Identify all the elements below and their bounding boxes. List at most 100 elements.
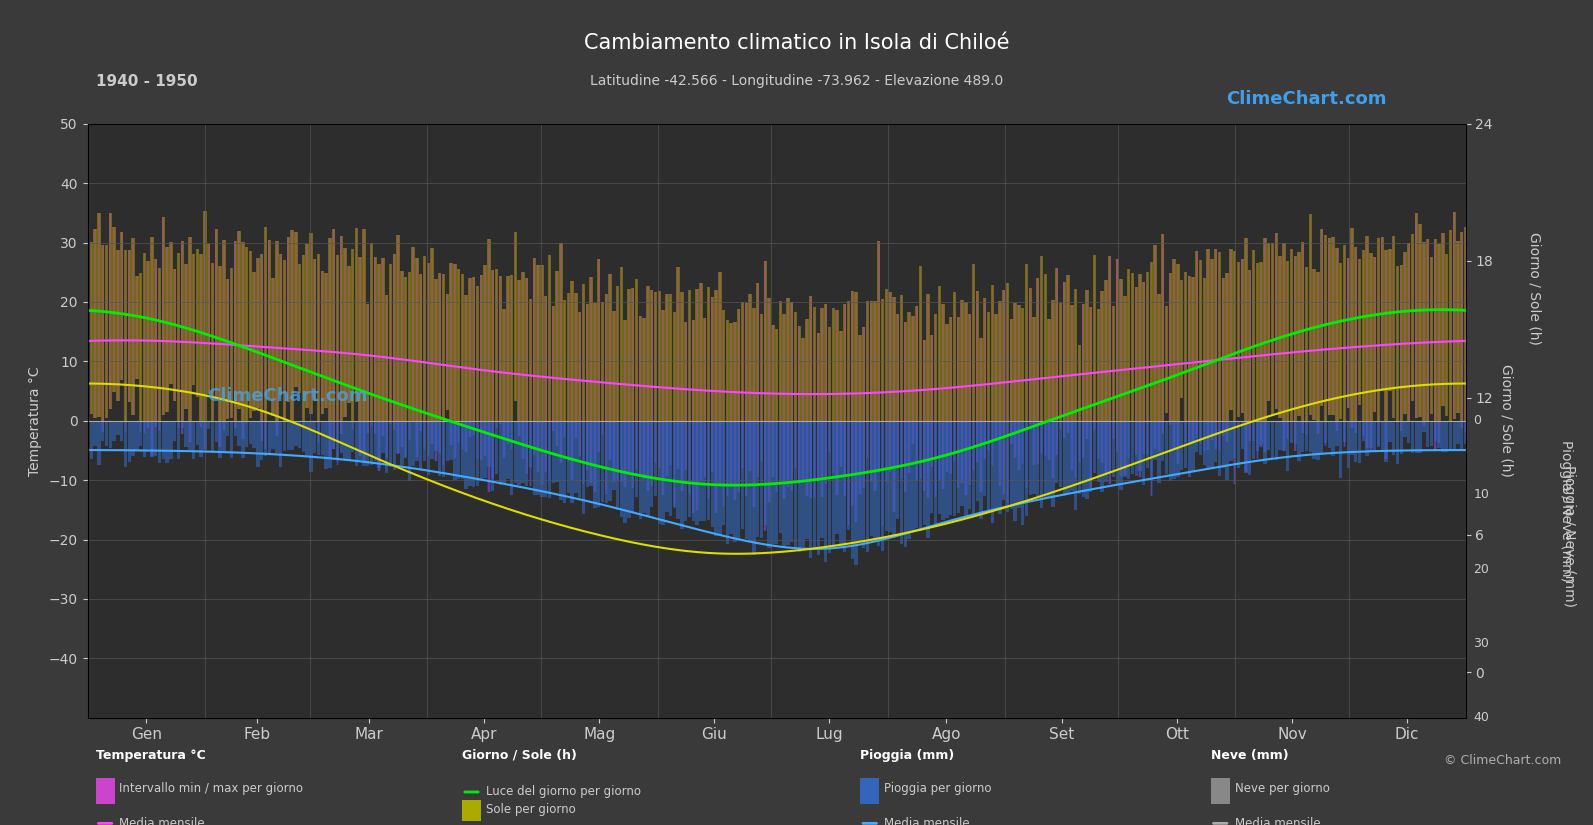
Bar (542, 265, 543, 485)
Bar (1230, 421, 1233, 461)
Bar (620, 421, 623, 482)
Bar (185, 264, 186, 409)
Bar (264, 227, 268, 421)
Bar (272, 278, 274, 416)
Bar (1230, 249, 1231, 410)
Bar (647, 421, 650, 516)
Bar (752, 421, 755, 554)
Bar (1225, 421, 1228, 480)
Bar (820, 308, 824, 497)
Bar (1134, 421, 1137, 476)
Bar (801, 421, 804, 547)
Bar (609, 274, 610, 460)
Bar (523, 271, 524, 459)
Bar (1445, 254, 1448, 416)
Bar (760, 314, 763, 421)
Bar (1150, 262, 1153, 421)
Bar (744, 303, 749, 421)
Bar (903, 421, 906, 493)
Bar (760, 421, 763, 461)
Text: Giorno / Sole (h): Giorno / Sole (h) (1528, 233, 1540, 345)
Bar (847, 421, 851, 530)
Bar (1120, 279, 1123, 421)
Bar (483, 421, 487, 478)
Bar (685, 323, 687, 469)
Bar (540, 421, 543, 485)
Bar (908, 312, 911, 421)
Bar (647, 285, 648, 492)
Bar (988, 421, 991, 512)
Bar (1241, 259, 1244, 413)
Bar (314, 421, 317, 453)
Bar (561, 243, 562, 463)
Bar (306, 244, 309, 408)
Bar (100, 245, 105, 421)
Bar (954, 292, 956, 460)
Bar (551, 421, 554, 483)
Bar (1268, 243, 1270, 401)
Bar (419, 274, 422, 421)
Bar (741, 302, 744, 421)
Bar (131, 421, 135, 456)
Bar (532, 258, 535, 421)
Bar (511, 275, 513, 450)
Bar (1184, 421, 1187, 442)
Bar (237, 232, 241, 408)
Bar (768, 299, 769, 502)
Bar (1464, 228, 1467, 421)
Bar (809, 295, 812, 421)
Bar (1294, 257, 1297, 421)
Text: Intervallo min / max per giorno: Intervallo min / max per giorno (119, 782, 304, 795)
Bar (1048, 319, 1051, 421)
Bar (1064, 281, 1066, 438)
Bar (1356, 248, 1357, 433)
Bar (771, 325, 774, 421)
Bar (771, 421, 774, 544)
Bar (424, 256, 425, 450)
Bar (1418, 224, 1423, 417)
Bar (1123, 296, 1126, 421)
Bar (1066, 276, 1070, 421)
Bar (824, 421, 827, 562)
Bar (824, 304, 827, 421)
Bar (1136, 287, 1137, 455)
Bar (749, 294, 750, 471)
Bar (290, 421, 293, 450)
Bar (121, 232, 123, 380)
Bar (707, 421, 710, 520)
Bar (604, 421, 609, 494)
Bar (578, 312, 581, 421)
Bar (401, 271, 403, 446)
Bar (946, 324, 948, 472)
Bar (465, 295, 467, 451)
Bar (170, 242, 172, 384)
Bar (276, 241, 279, 421)
Bar (991, 421, 994, 466)
Bar (502, 309, 505, 421)
Bar (916, 306, 918, 480)
Bar (1381, 237, 1384, 391)
Bar (1340, 263, 1341, 419)
Bar (180, 242, 183, 421)
Bar (473, 277, 475, 436)
Bar (1290, 248, 1292, 421)
Bar (631, 288, 634, 421)
Bar (1180, 280, 1182, 398)
Bar (1045, 275, 1047, 456)
Text: 20: 20 (1474, 563, 1489, 576)
Bar (325, 273, 328, 408)
Text: Neve per giorno: Neve per giorno (1235, 782, 1330, 795)
Bar (688, 290, 690, 494)
Bar (339, 421, 342, 434)
Bar (1109, 256, 1110, 484)
Bar (956, 421, 961, 488)
Bar (438, 272, 441, 453)
Bar (1376, 238, 1380, 421)
Bar (586, 421, 589, 488)
Bar (710, 297, 714, 421)
Bar (427, 263, 430, 421)
Bar (1059, 303, 1061, 429)
Bar (567, 293, 570, 421)
Bar (320, 421, 323, 455)
Bar (636, 421, 639, 469)
